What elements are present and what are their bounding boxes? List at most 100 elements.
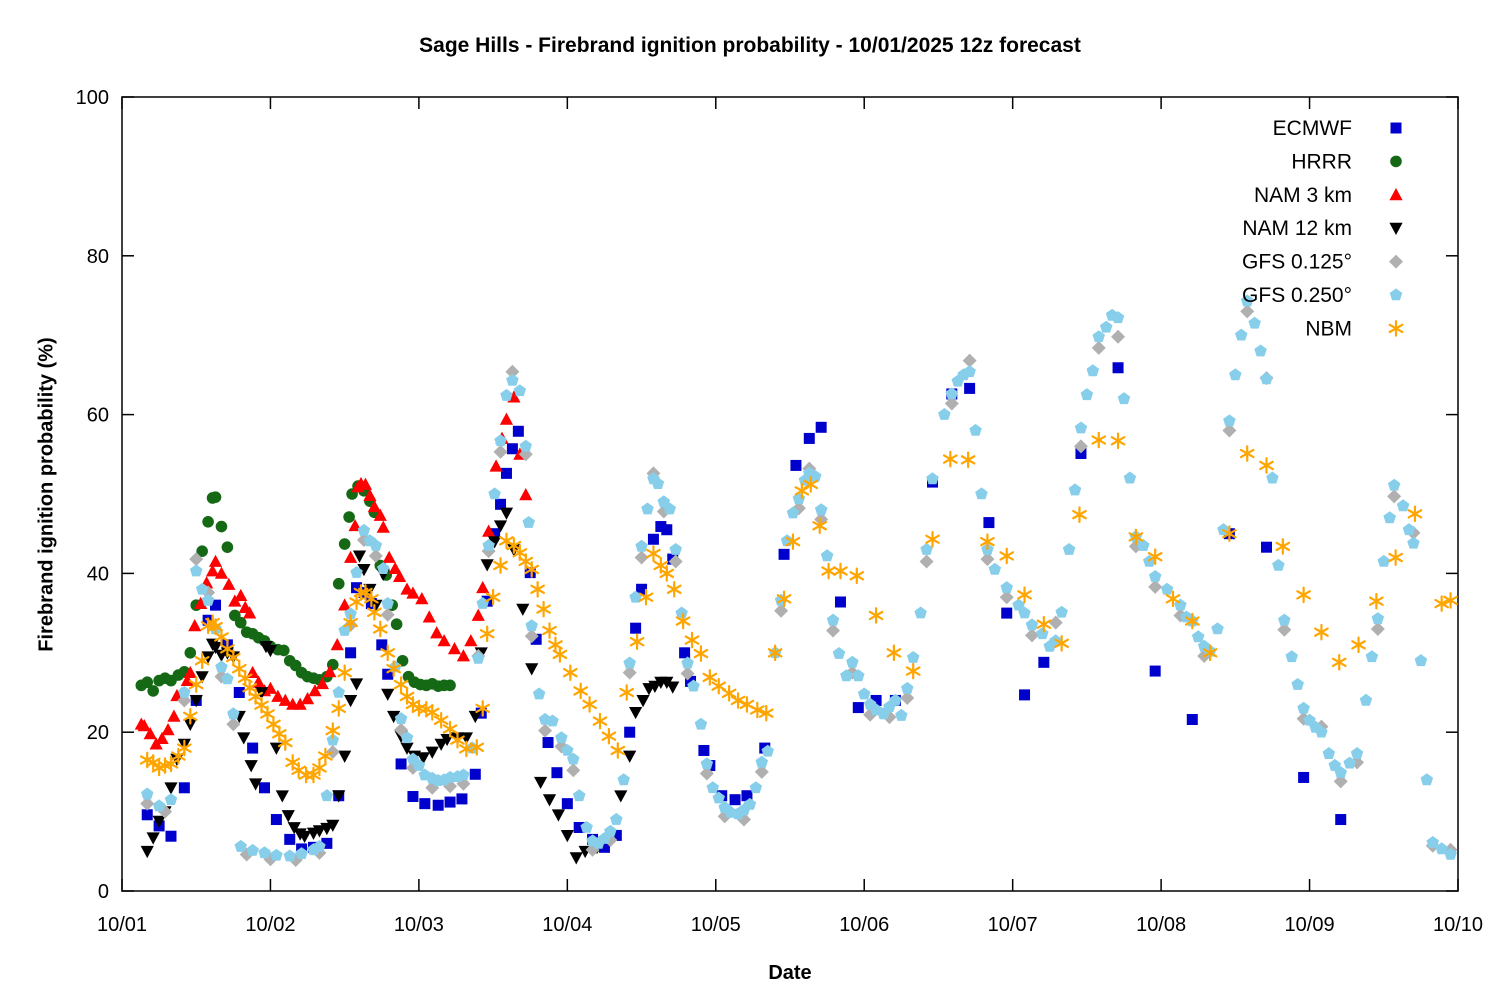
data-point-pentagon [1068,483,1082,496]
data-point-asterisk [214,628,229,646]
data-point-pentagon [412,758,426,771]
data-point-square [321,837,333,849]
data-point-triangle-up [358,477,373,490]
data-point-pentagon [1018,606,1031,619]
y-tick-label: 80 [87,246,109,268]
data-point-asterisk [702,669,718,686]
data-point-asterisk [1202,644,1218,662]
data-point-asterisk [629,633,645,650]
data-point-asterisk [318,747,333,765]
data-point-asterisk [776,590,792,608]
data-point-triangle-up [430,626,444,639]
data-point-diamond [1387,489,1402,504]
x-tick-label: 10/05 [691,914,741,936]
data-point-asterisk [1110,432,1126,450]
data-point-pentagon [1435,842,1448,855]
x-tick-label: 10/07 [988,914,1038,936]
data-point-triangle-down [614,790,628,803]
data-point-diamond [680,666,695,681]
data-point-asterisk [1017,586,1032,604]
data-point-pentagon [1074,421,1088,434]
data-point-square [542,737,554,749]
data-point-pentagon [201,593,215,606]
data-point-asterisk [693,645,709,662]
data-point-pentagon [532,687,546,700]
data-point-circle [278,644,290,657]
data-point-pentagon [1000,581,1013,593]
data-point-triangle-up [271,689,285,702]
data-point-pentagon [755,755,769,768]
data-point-circle [396,654,409,667]
data-point-square [475,707,487,719]
data-point-square [530,633,542,645]
data-point-triangle-up [406,586,420,599]
data-point-triangle-down [434,738,448,751]
data-point-asterisk [291,762,306,779]
data-point-asterisk [1054,634,1069,652]
data-point-triangle-up [194,596,208,609]
data-point-triangle-down [357,564,371,577]
data-point-square [685,675,697,687]
data-point-asterisk [331,700,347,717]
data-point-square [524,567,536,579]
x-tick-label: 10/04 [542,914,592,936]
data-point-circle [141,676,154,688]
data-point-pentagon [1025,618,1039,631]
data-point-pentagon [712,791,725,804]
data-point-asterisk [767,644,783,662]
data-point-diamond [189,552,204,567]
data-point-asterisk [266,715,281,733]
data-point-asterisk [1331,654,1347,671]
data-point-triangle-up [167,709,181,722]
data-point-square [964,382,976,394]
legend: ECMWF HRRR NAM 3 km NAM 12 km GFS 0.125° GFS … [1242,117,1404,340]
data-point-triangle-up [243,606,257,619]
data-point-pentagon [580,820,593,833]
data-point-asterisk [343,614,358,631]
data-point-pentagon [1036,627,1049,640]
data-point-triangle-up [344,550,358,563]
data-point-asterisk [711,677,727,695]
data-point-circle [1390,155,1402,168]
data-point-pentagon [687,679,700,692]
data-point-asterisk [1184,612,1200,630]
data-point-pentagon [506,373,519,386]
data-point-triangle-down [189,695,203,708]
data-point-pentagon [1266,471,1279,484]
data-point-triangle-up [464,634,478,647]
data-point-pentagon [1396,499,1410,512]
data-point-diamond [1091,340,1106,355]
data-point-circle [444,679,456,692]
data-point-pentagon [635,539,648,552]
data-point-triangle-down [480,559,494,572]
data-point-pentagon [657,495,671,508]
data-point-asterisk [469,738,485,756]
data-point-triangle-up [489,459,503,472]
data-point-pentagon [675,606,688,619]
data-point-square [233,687,245,698]
data-point-square [1075,448,1087,460]
plot-border [121,96,1459,892]
data-point-diamond [754,764,769,779]
data-point-triangle-up [323,665,337,678]
data-point-pentagon [1092,330,1105,343]
data-point-pentagon [1343,756,1356,769]
data-point-triangle-up [388,561,402,575]
data-point-pentagon [1297,701,1310,714]
data-point-pentagon [141,787,154,800]
data-point-pentagon [381,597,394,609]
data-point-pentagon [572,789,586,802]
data-point-diamond [826,623,841,638]
data-point-triangle-up [382,550,396,563]
data-point-triangle-up [392,569,407,582]
data-point-triangle-up [447,642,462,655]
data-point-diamond [1111,329,1126,344]
data-point-pentagon [889,693,902,706]
data-point-square [610,829,622,841]
data-point-asterisk [638,588,654,606]
data-point-pentagon [1191,630,1205,643]
data-point-asterisk [925,530,940,548]
series-ecmwf [141,362,1347,855]
data-point-pentagon [246,843,259,856]
